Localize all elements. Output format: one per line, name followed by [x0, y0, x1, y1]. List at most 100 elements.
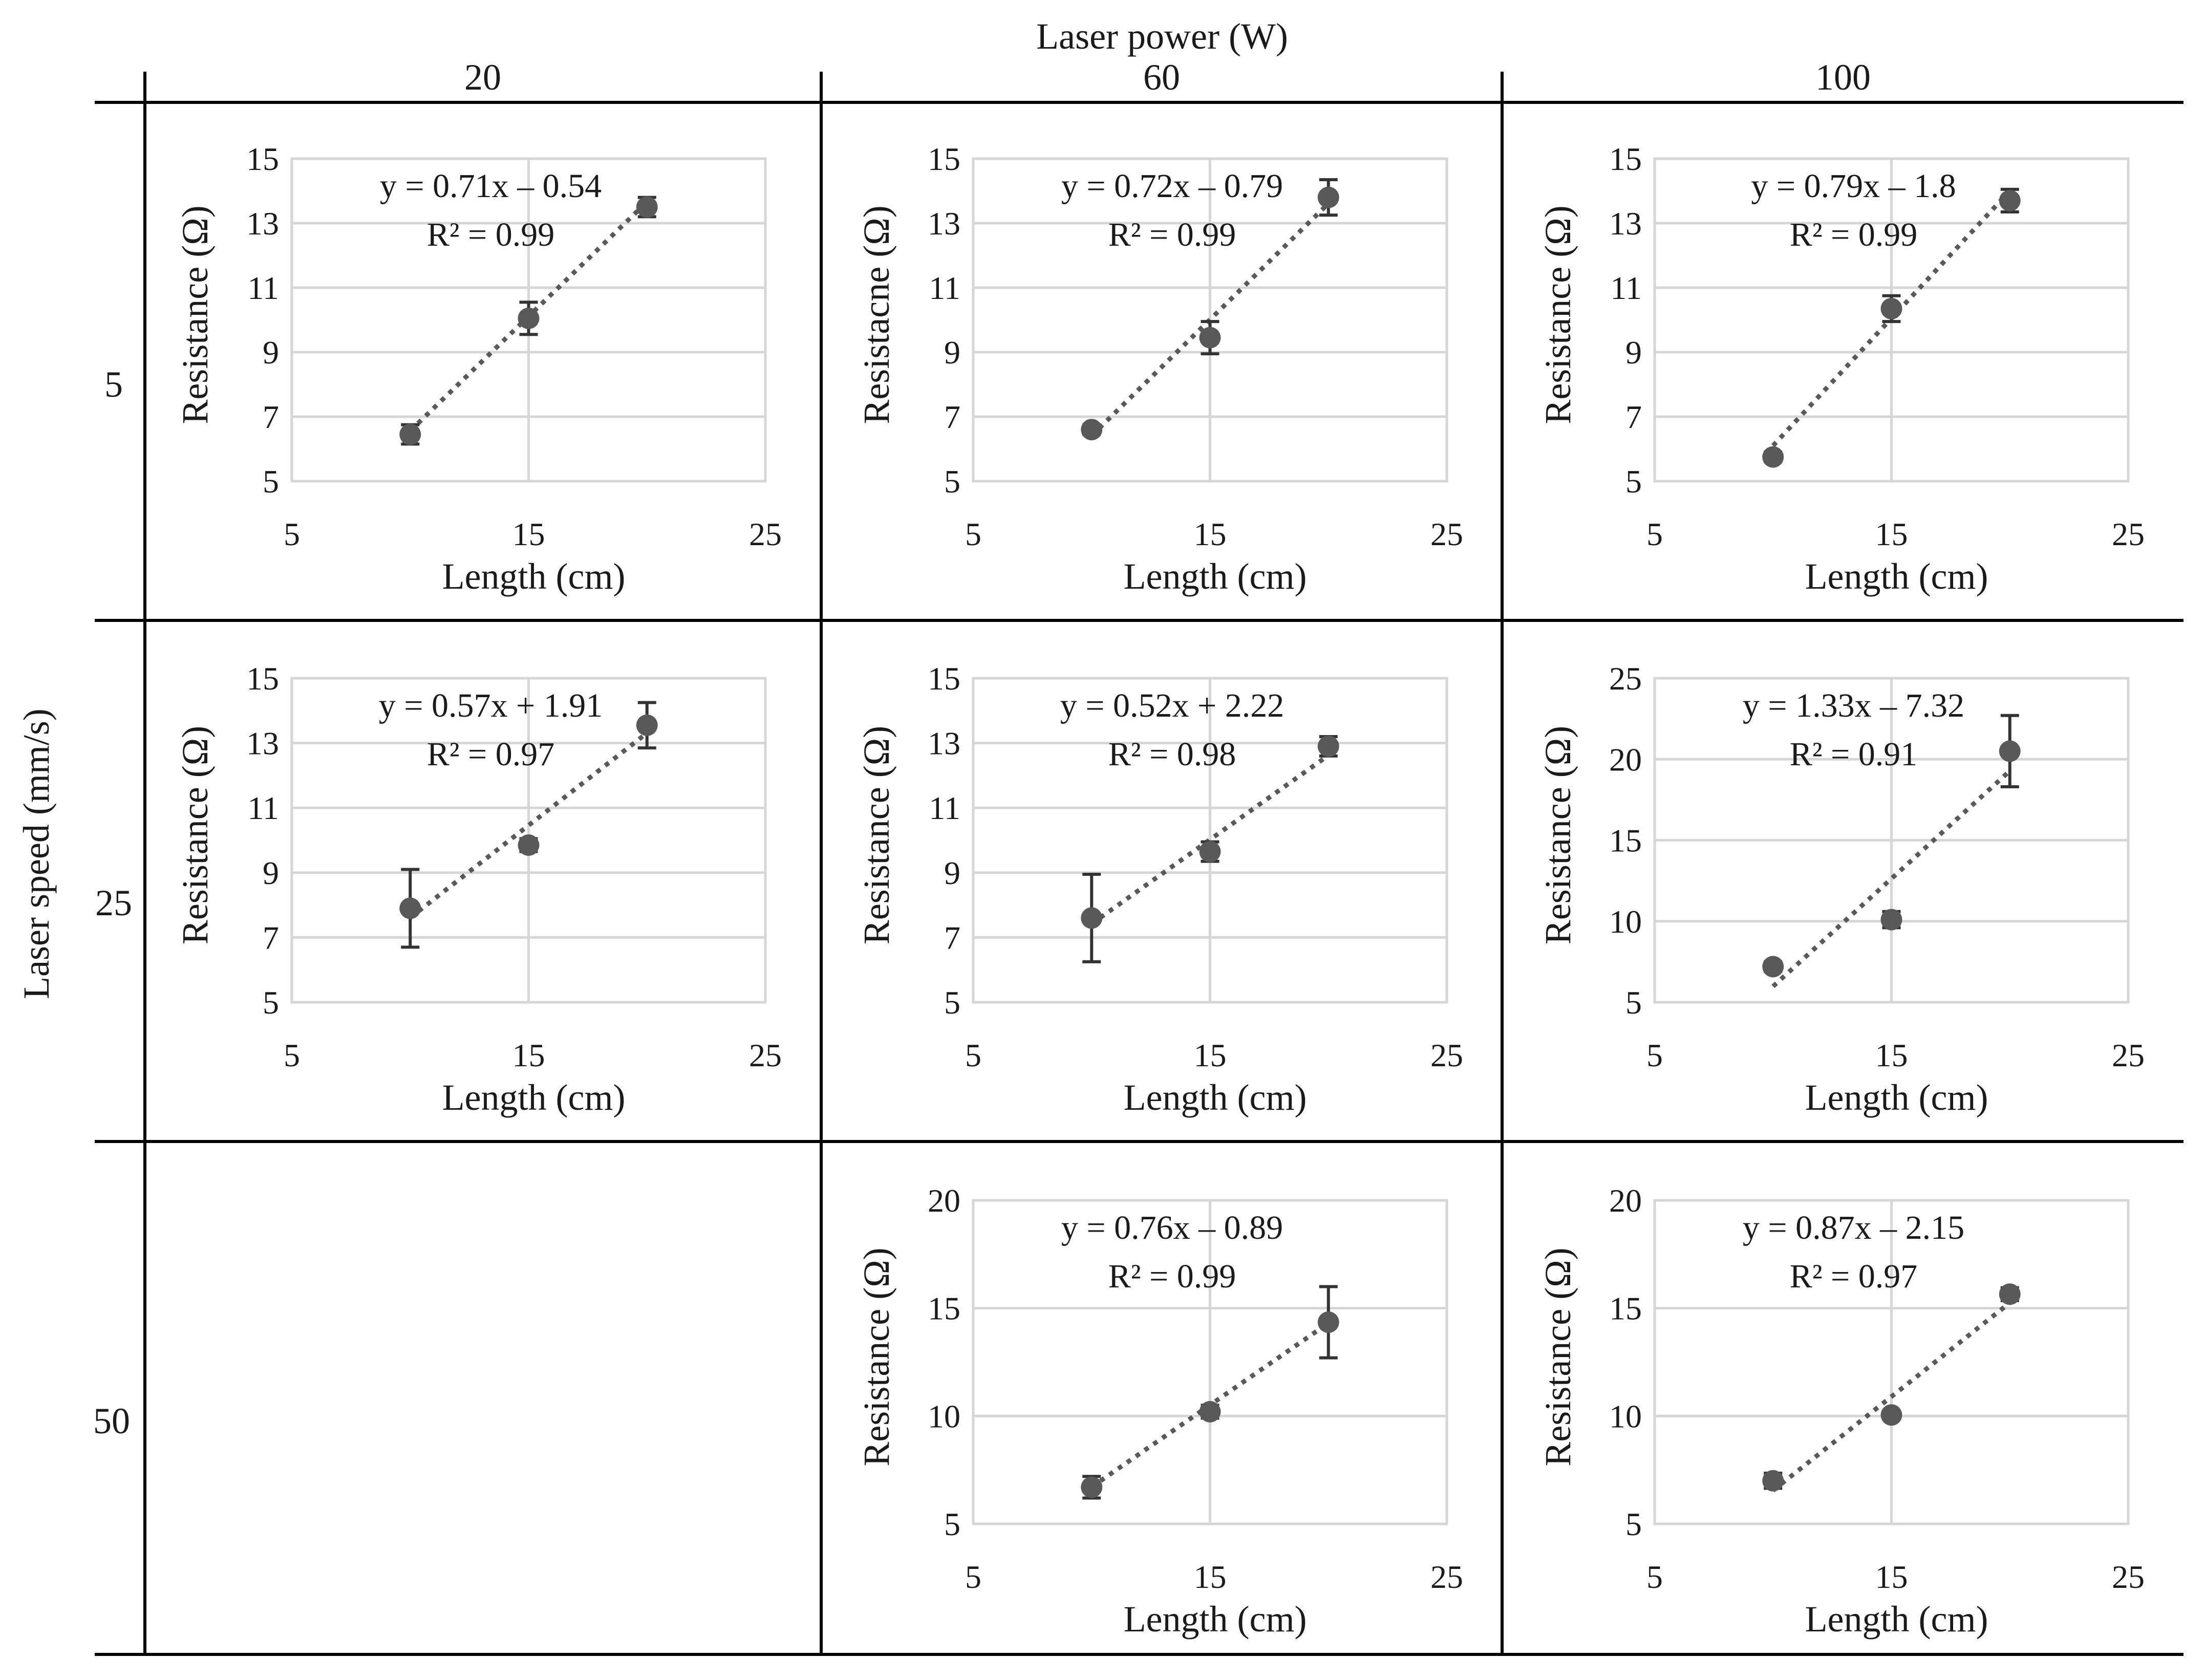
y-tick-label: 5: [944, 984, 960, 1021]
y-axis-title: Resistance (Ω): [1537, 205, 1578, 424]
y-tick-label: 5: [1625, 984, 1642, 1021]
y-tick-label: 13: [246, 725, 279, 762]
trend-equation: y = 0.79x – 1.8: [1751, 167, 1956, 205]
trend-equation: y = 0.72x – 0.79: [1061, 167, 1283, 205]
y-tick-label: 11: [247, 790, 279, 826]
trend-equation: y = 0.52x + 2.22: [1060, 687, 1284, 724]
y-tick-label: 7: [944, 399, 960, 435]
y-tick-label: 7: [263, 399, 279, 435]
data-point: [518, 834, 540, 856]
y-tick-label: 13: [246, 205, 279, 242]
power-header-20: 20: [464, 57, 501, 98]
y-tick-label: 5: [263, 463, 279, 500]
y-tick-label: 9: [263, 334, 279, 371]
plot-area: [972, 1199, 1448, 1525]
y-tick-label: 7: [1625, 399, 1642, 435]
data-point: [1199, 1401, 1221, 1423]
x-tick-label: 25: [2112, 1559, 2145, 1595]
y-tick-label: 5: [263, 984, 279, 1021]
y-tick-label: 9: [944, 334, 960, 371]
chart-p100-s50: 5 10 15 20 5 15 25 Length (cm) Resistance (Ω) y =…: [1537, 1182, 2145, 1640]
x-tick-label: 25: [749, 516, 782, 552]
x-tick-label: 15: [512, 1037, 545, 1073]
y-tick-label: 13: [928, 725, 960, 762]
trend-r-squared: R² = 0.97: [427, 736, 555, 773]
plot-area: [1653, 1199, 2130, 1525]
x-tick-label: 15: [1194, 1037, 1227, 1073]
y-tick-label: 10: [1609, 1398, 1642, 1434]
x-tick-label: 5: [1646, 1037, 1663, 1073]
x-tick-label: 25: [2112, 516, 2145, 552]
y-tick-label: 5: [944, 463, 960, 500]
x-axis-title: Length (cm): [1805, 1599, 1988, 1640]
y-tick-label: 20: [1609, 741, 1642, 778]
x-tick-label: 15: [1194, 516, 1227, 552]
x-tick-label: 15: [1194, 1559, 1227, 1595]
y-axis-title: Resistance (Ω): [856, 1247, 897, 1466]
y-tick-label: 20: [1609, 1182, 1642, 1219]
data-point: [399, 897, 421, 919]
table-grid: [95, 72, 2183, 1656]
x-tick-label: 15: [1875, 1559, 1908, 1595]
data-point: [1880, 297, 1902, 319]
speed-header-25: 25: [95, 882, 132, 923]
chart-p100-s5: 5 7 9 11 13 15 5 15 25 Length (cm) Resistance (Ω) y…: [1537, 141, 2145, 597]
y-axis-title: Resistance (Ω): [1537, 726, 1578, 944]
y-axis-title: Resistacne (Ω): [856, 205, 897, 424]
y-tick-label: 9: [263, 855, 279, 891]
y-tick-label: 15: [246, 660, 279, 697]
x-axis-title: Length (cm): [1124, 1599, 1307, 1640]
y-tick-label: 9: [1625, 334, 1642, 371]
chart-p60-s50: 5 10 15 20 5 15 25 Length (cm) Resistance (Ω) y =…: [856, 1182, 1463, 1640]
charts-layer: 5 7 9 11 13 15 5 15 25 Length (cm) Resistance (Ω) y…: [175, 141, 2145, 1640]
chart-p60-s25: 5 7 9 11 13 15 5 15 25 Length (cm) Resistance (Ω) y…: [856, 660, 1463, 1118]
data-point: [1880, 909, 1902, 931]
chart-p20-s25: 5 7 9 11 13 15 5 15 25 Length (cm) Resistance (Ω) y…: [175, 660, 782, 1118]
plot-area: [972, 157, 1448, 483]
trend-equation: y = 0.71x – 0.54: [380, 167, 602, 205]
laser-speed-title: Laser speed (mm/s): [16, 708, 57, 999]
y-tick-label: 15: [246, 141, 279, 177]
speed-header-5: 5: [104, 364, 123, 405]
x-tick-label: 5: [1646, 1559, 1663, 1595]
trend-r-squared: R² = 0.99: [1108, 216, 1236, 253]
x-axis-title: Length (cm): [1805, 556, 1988, 597]
chart-p20-s5: 5 7 9 11 13 15 5 15 25 Length (cm) Resistance (Ω) y…: [175, 141, 782, 597]
x-axis-title: Length (cm): [1805, 1077, 1988, 1118]
y-tick-label: 15: [1609, 823, 1642, 859]
trend-r-squared: R² = 0.97: [1790, 1258, 1918, 1295]
plot-area: [290, 677, 767, 1004]
data-point: [1199, 841, 1221, 863]
x-tick-label: 15: [1875, 1037, 1908, 1073]
x-tick-label: 25: [749, 1037, 782, 1073]
y-tick-label: 13: [928, 205, 960, 242]
y-tick-label: 7: [944, 919, 960, 956]
data-point: [1762, 1470, 1784, 1492]
data-point: [1880, 1404, 1902, 1426]
y-tick-label: 15: [928, 1290, 960, 1327]
trendline: [409, 731, 649, 920]
data-point: [1762, 446, 1784, 468]
trend-equation: y = 0.57x + 1.91: [379, 687, 603, 724]
laser-power-title: Laser power (W): [1036, 16, 1288, 57]
power-header-60: 60: [1143, 57, 1180, 98]
y-tick-label: 5: [1625, 463, 1642, 500]
data-point: [1081, 419, 1103, 441]
trend-equation: y = 0.76x – 0.89: [1061, 1209, 1283, 1246]
plot-area: [972, 677, 1448, 1004]
data-point: [518, 307, 540, 329]
plot-area: [1653, 677, 2130, 1004]
power-header-100: 100: [1815, 57, 1871, 98]
trend-equation: y = 1.33x – 7.32: [1743, 687, 1964, 724]
x-tick-label: 5: [965, 1037, 981, 1073]
x-tick-label: 5: [1646, 516, 1663, 552]
trend-r-squared: R² = 0.99: [427, 216, 555, 253]
y-tick-label: 20: [928, 1182, 960, 1219]
data-point: [1199, 327, 1221, 349]
x-tick-label: 5: [284, 1037, 300, 1073]
x-tick-label: 25: [1430, 1037, 1463, 1073]
x-axis-title: Length (cm): [442, 1077, 626, 1118]
y-tick-label: 15: [1609, 1290, 1642, 1327]
x-tick-label: 15: [512, 516, 545, 552]
